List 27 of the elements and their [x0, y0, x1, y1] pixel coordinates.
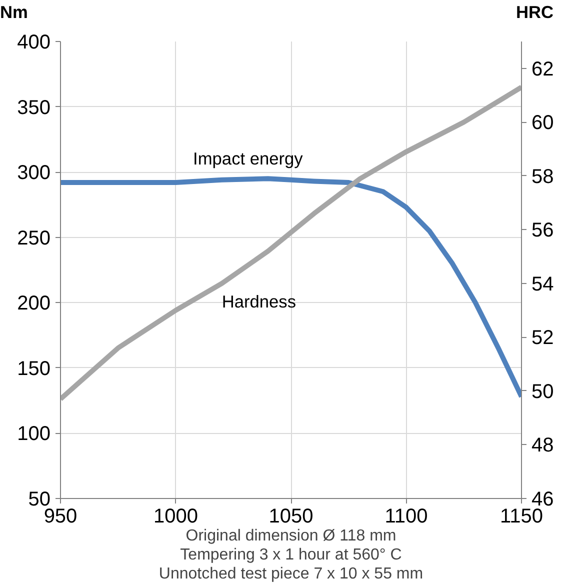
- x-tick-label: 1050: [268, 506, 314, 528]
- y2-tick-label: 62: [532, 58, 554, 80]
- y2-tick-label: 52: [532, 327, 554, 350]
- y2-tick-label: 60: [532, 112, 554, 134]
- series-label: Hardness: [222, 291, 296, 312]
- y-tick-label: 100: [17, 423, 51, 446]
- y-tick-label: 250: [17, 227, 51, 250]
- y2-tick-label: 58: [532, 166, 554, 188]
- y-tick-label: 150: [17, 358, 51, 380]
- text: Original dimension Ø 118 mm: [186, 528, 396, 544]
- y-tick-label: 200: [17, 292, 51, 315]
- x-tick-label: 1150: [500, 506, 544, 528]
- x-tick-label: 950: [44, 506, 78, 528]
- y2-tick-label: 48: [532, 434, 554, 457]
- y2-axis-title: HRC: [516, 1, 554, 24]
- x-tick-label: 1100: [384, 506, 428, 528]
- y-axis-title: Nm: [0, 1, 28, 24]
- text: Tempering 3 x 1 hour at 560° C: [180, 546, 402, 564]
- y-tick-label: 300: [17, 162, 51, 184]
- y-tick-label: 350: [17, 96, 51, 119]
- y2-tick-label: 56: [532, 220, 554, 242]
- y2-tick-label: 50: [532, 380, 554, 403]
- series-label: Impact energy: [193, 148, 304, 169]
- y-tick-label: 400: [17, 32, 51, 54]
- x-tick-label: 1000: [154, 506, 198, 528]
- y2-tick-label: 54: [532, 273, 554, 296]
- text: Unnotched test piece 7 x 10 x 55 mm: [158, 566, 424, 582]
